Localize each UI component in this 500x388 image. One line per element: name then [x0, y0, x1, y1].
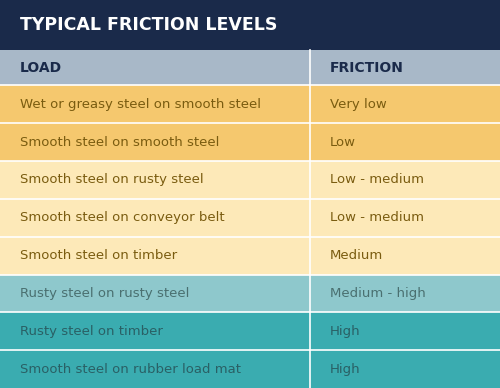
FancyBboxPatch shape	[0, 50, 500, 85]
Text: LOAD: LOAD	[20, 61, 62, 75]
Text: Low - medium: Low - medium	[330, 173, 424, 187]
FancyBboxPatch shape	[0, 0, 500, 50]
Text: Very low: Very low	[330, 98, 387, 111]
FancyBboxPatch shape	[0, 85, 500, 123]
FancyBboxPatch shape	[0, 312, 500, 350]
Text: Smooth steel on rusty steel: Smooth steel on rusty steel	[20, 173, 204, 187]
Text: Wet or greasy steel on smooth steel: Wet or greasy steel on smooth steel	[20, 98, 261, 111]
FancyBboxPatch shape	[0, 237, 500, 275]
Text: Smooth steel on rubber load mat: Smooth steel on rubber load mat	[20, 362, 241, 376]
Text: Medium: Medium	[330, 249, 384, 262]
Text: High: High	[330, 362, 360, 376]
FancyBboxPatch shape	[0, 275, 500, 312]
Text: Smooth steel on smooth steel: Smooth steel on smooth steel	[20, 135, 220, 149]
Text: FRICTION: FRICTION	[330, 61, 404, 75]
FancyBboxPatch shape	[0, 123, 500, 161]
Text: Smooth steel on timber: Smooth steel on timber	[20, 249, 177, 262]
FancyBboxPatch shape	[0, 350, 500, 388]
Text: Rusty steel on timber: Rusty steel on timber	[20, 325, 163, 338]
Text: Low - medium: Low - medium	[330, 211, 424, 224]
Text: Smooth steel on conveyor belt: Smooth steel on conveyor belt	[20, 211, 225, 224]
FancyBboxPatch shape	[0, 161, 500, 199]
Text: Low: Low	[330, 135, 356, 149]
Text: High: High	[330, 325, 360, 338]
FancyBboxPatch shape	[0, 199, 500, 237]
Text: Medium - high: Medium - high	[330, 287, 426, 300]
Text: TYPICAL FRICTION LEVELS: TYPICAL FRICTION LEVELS	[20, 16, 278, 34]
Text: Rusty steel on rusty steel: Rusty steel on rusty steel	[20, 287, 190, 300]
